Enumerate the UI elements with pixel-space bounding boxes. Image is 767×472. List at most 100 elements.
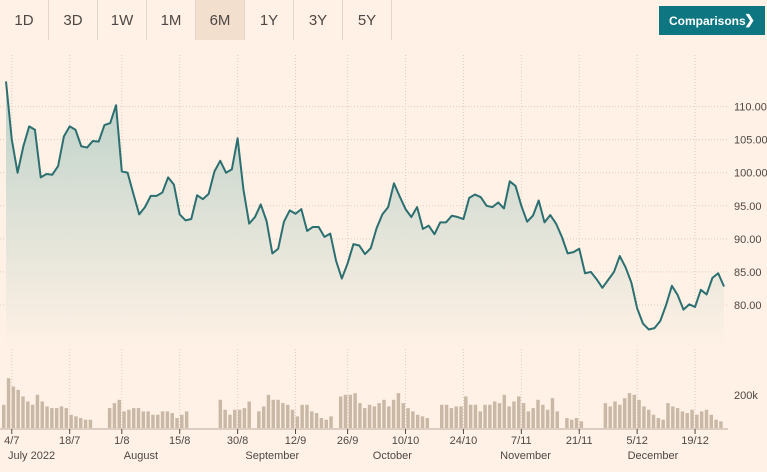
range-5y-button[interactable]: 5Y [343, 0, 392, 40]
x-tick-label: 5/12 [626, 435, 647, 447]
volume-bar [651, 414, 656, 428]
volume-bar [449, 408, 454, 428]
volume-bar [165, 411, 170, 428]
month-label: July 2022 [8, 450, 55, 462]
volume-bar [338, 396, 343, 428]
volume-bar [11, 386, 16, 428]
volume-bar [396, 393, 401, 428]
volume-bar [2, 404, 6, 428]
volume-bar [415, 414, 420, 428]
volume-bar [699, 411, 704, 428]
volume-bar [237, 409, 242, 428]
volume-bar [401, 403, 405, 428]
volume-bar [473, 404, 478, 428]
volume-bar [276, 399, 280, 428]
volume-bar [565, 418, 569, 428]
month-label: November [500, 450, 551, 462]
x-tick-label: 30/8 [227, 435, 248, 447]
range-3y-button[interactable]: 3Y [294, 0, 343, 40]
volume-bar [517, 396, 521, 428]
volume-bar [497, 403, 502, 428]
volume-bar [671, 406, 675, 428]
y-tick-label: 85.00 [734, 267, 762, 279]
volume-bar [175, 418, 179, 428]
x-tick-label: 26/9 [337, 435, 358, 447]
volume-bar [464, 396, 468, 428]
volume-bar [266, 394, 271, 428]
volume-bar [271, 399, 276, 428]
volume-bar [21, 396, 25, 428]
volume-bar [531, 408, 535, 428]
volume-bar [127, 409, 131, 428]
y-axis: 80.00 85.00 90.00 95.00 100.00 105.00 110.00 20… [734, 102, 767, 402]
price-area-fill [6, 81, 724, 348]
volume-bar [69, 414, 73, 428]
volume-bar [468, 404, 473, 428]
volume-bar [680, 411, 685, 428]
volume-bar [79, 418, 83, 428]
volume-bar [406, 408, 410, 428]
volume-bar [348, 394, 353, 428]
volume-bar [343, 394, 348, 428]
volume-bar [661, 419, 665, 428]
volume-bar [353, 393, 357, 428]
volume-bar [502, 394, 507, 428]
comparisons-button[interactable]: Comparisons ❯ [659, 6, 765, 35]
price-area [6, 81, 724, 348]
volume-bar [324, 419, 328, 428]
volume-bar [521, 403, 526, 428]
volume-bar [300, 404, 304, 428]
volume-bar [26, 401, 30, 428]
volume-bar [117, 399, 121, 428]
volume-bar [170, 413, 174, 428]
volume-bar [64, 408, 69, 428]
x-tick-label: 4/7 [4, 435, 19, 447]
volume-bar [541, 404, 545, 428]
range-1m-button[interactable]: 1M [147, 0, 196, 40]
volume-bar [574, 418, 579, 428]
volume-bar [40, 401, 44, 428]
range-6m-button[interactable]: 6M [196, 0, 245, 40]
x-tick-label: 24/10 [450, 435, 478, 447]
volume-bar [690, 409, 694, 428]
volume-bar [454, 406, 458, 428]
volume-bar [420, 416, 425, 428]
y-tick-label: 100.00 [734, 168, 767, 180]
volume-axis-label: 200k [734, 390, 758, 402]
x-tick-label: 12/9 [285, 435, 306, 447]
volume-bar [151, 414, 155, 428]
volume-bar [719, 421, 723, 428]
volume-bar [459, 406, 463, 428]
volume-bar [642, 406, 646, 428]
volume-bar [545, 409, 550, 428]
volume-bar [180, 414, 184, 428]
volume-bar [6, 378, 11, 428]
volume-bar [613, 401, 617, 428]
volume-bar [16, 389, 20, 428]
volume-bar [107, 408, 112, 428]
x-tick-label: 10/10 [392, 435, 420, 447]
volume-bar [637, 399, 641, 428]
x-tick-label: 18/7 [59, 435, 80, 447]
range-1d-button[interactable]: 1D [0, 0, 49, 40]
volume-bar [261, 406, 266, 428]
volume-bar [257, 411, 261, 428]
volume-bar [35, 394, 40, 428]
volume-bar [377, 403, 381, 428]
volume-bar [387, 406, 391, 428]
volume-bar [444, 404, 449, 428]
volume-bar [233, 409, 237, 428]
volume-bar [512, 401, 516, 428]
volume-bar [50, 408, 54, 428]
range-1w-button[interactable]: 1W [98, 0, 147, 40]
range-1y-button[interactable]: 1Y [245, 0, 294, 40]
range-3d-button[interactable]: 3D [49, 0, 98, 40]
volume-bar [112, 403, 117, 428]
volume-bar [54, 408, 59, 428]
volume-bar [247, 401, 251, 428]
chevron-right-icon: ❯ [744, 12, 755, 27]
volume-bar [632, 394, 637, 428]
volume-bar [59, 406, 64, 428]
y-tick-label: 110.00 [734, 102, 767, 114]
volume-bar [242, 408, 247, 428]
